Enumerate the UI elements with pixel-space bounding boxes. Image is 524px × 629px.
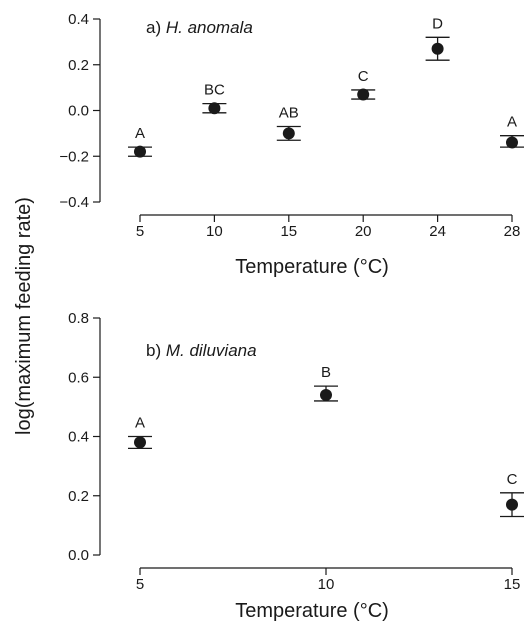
- panel-b-y-tick-label: 0.2: [68, 488, 89, 505]
- panel-b-y-tick-label: 0.6: [68, 369, 89, 386]
- panel-a-x-tick-label: 5: [136, 223, 144, 240]
- panel-b-x-axis-title: Temperature (°C): [235, 600, 389, 622]
- panel-a-significance-label: C: [358, 68, 369, 85]
- panel-b-significance-label: C: [507, 471, 518, 488]
- panel-a-data-point: [282, 127, 295, 140]
- panel-a-data-point: [431, 42, 444, 55]
- panel-b-x-tick-label: 15: [504, 576, 521, 593]
- panel-b-species: M. diluviana: [166, 341, 257, 360]
- panel-b: b) M. diluviana Temperature (°C) 0.8 0.6 0…: [68, 310, 524, 622]
- panel-a-significance-label: A: [507, 114, 517, 131]
- y-axis-title: log(maximum feeding rate): [13, 197, 35, 435]
- panel-a-data-point: [134, 145, 146, 158]
- panel-b-prefix: b): [146, 341, 166, 360]
- panel-a-significance-label: AB: [279, 105, 299, 122]
- panel-a-species: H. anomala: [166, 18, 253, 37]
- panel-a-x-axis-title: Temperature (°C): [235, 256, 389, 278]
- panel-a-y-tick-label: −0.4: [59, 194, 89, 211]
- panel-a-significance-label: A: [135, 125, 145, 142]
- panel-a-data-point: [506, 136, 518, 149]
- panel-a-x-tick-label: 24: [429, 223, 446, 240]
- panel-b-title: b) M. diluviana: [146, 341, 257, 360]
- panel-b-significance-label: A: [135, 415, 145, 432]
- panel-b-significance-label: B: [321, 364, 331, 381]
- panel-b-data-point: [134, 436, 146, 449]
- panel-a-x-tick-label: 28: [504, 223, 521, 240]
- panel-b-x-tick-label: 5: [136, 576, 144, 593]
- panel-a-data-point: [357, 88, 370, 101]
- panel-a-y-tick-label: 0.0: [68, 103, 89, 120]
- panel-a-x-tick-label: 20: [355, 223, 372, 240]
- panel-a: a) H. anomala Temperature (°C) 0.4 0.2 0.0…: [59, 11, 524, 278]
- panel-a-x-tick-label: 15: [280, 223, 297, 240]
- panel-b-x-tick-label: 10: [318, 576, 335, 593]
- panel-b-data-point: [320, 389, 332, 402]
- panel-a-title: a) H. anomala: [146, 18, 253, 37]
- panel-a-x-tick-label: 10: [206, 223, 223, 240]
- panel-b-y-tick-label: 0.8: [68, 310, 89, 327]
- panel-a-y-tick-label: 0.2: [68, 57, 89, 74]
- panel-a-prefix: a): [146, 18, 166, 37]
- panel-b-y-tick-label: 0.4: [68, 429, 89, 446]
- panel-a-y-tick-label: 0.4: [68, 11, 89, 28]
- panel-a-data-point: [208, 102, 221, 115]
- panel-b-y-tick-label: 0.0: [68, 547, 89, 564]
- panel-b-data-point: [506, 498, 518, 511]
- panel-a-significance-label: BC: [204, 82, 225, 99]
- panel-a-y-tick-label: −0.2: [59, 148, 89, 165]
- panel-a-significance-label: D: [432, 15, 443, 32]
